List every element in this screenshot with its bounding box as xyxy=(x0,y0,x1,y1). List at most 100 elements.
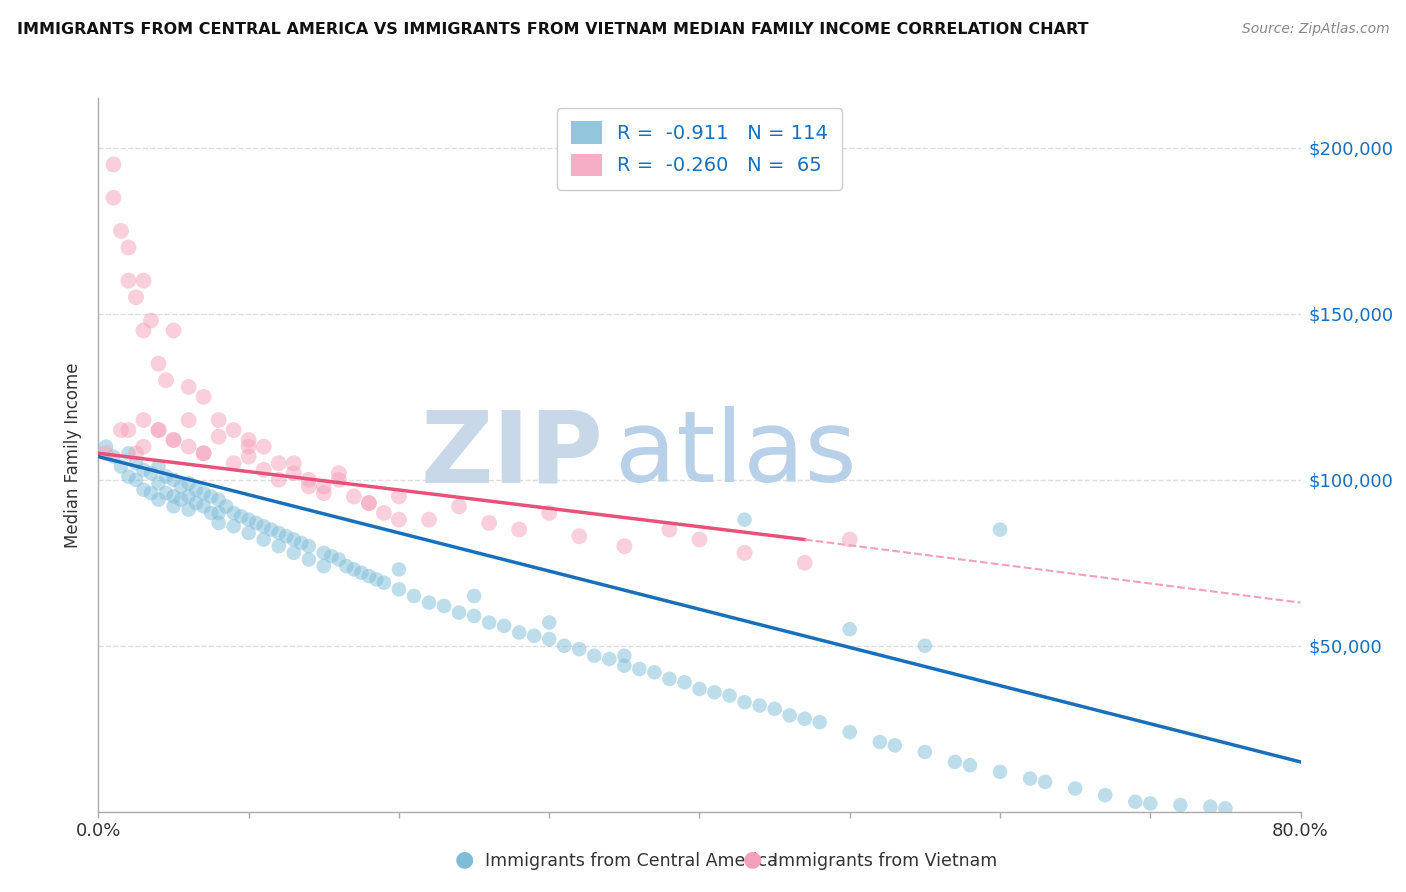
Point xyxy=(200,490,222,504)
Point xyxy=(222,506,245,520)
Y-axis label: Median Family Income: Median Family Income xyxy=(65,362,83,548)
Point xyxy=(148,476,170,491)
Point xyxy=(193,500,215,514)
Point xyxy=(357,569,380,583)
Point xyxy=(1215,801,1237,815)
Point xyxy=(148,423,170,437)
Point xyxy=(139,486,162,500)
Point xyxy=(734,513,756,527)
Point xyxy=(418,596,440,610)
Point xyxy=(298,479,321,493)
Point xyxy=(132,483,155,497)
Point xyxy=(366,573,388,587)
Point xyxy=(988,764,1011,779)
Text: Immigrants from Central America: Immigrants from Central America xyxy=(485,852,778,870)
Point xyxy=(267,473,290,487)
Point xyxy=(125,446,148,460)
Point xyxy=(177,476,200,491)
Point xyxy=(283,466,305,480)
Point xyxy=(125,290,148,304)
Point xyxy=(689,533,711,547)
Point xyxy=(598,652,620,666)
Point xyxy=(350,566,373,580)
Point xyxy=(267,456,290,470)
Point xyxy=(290,536,312,550)
Point xyxy=(373,506,395,520)
Point xyxy=(703,685,725,699)
Point xyxy=(321,549,343,563)
Point xyxy=(298,473,321,487)
Point xyxy=(222,423,245,437)
Point xyxy=(253,533,276,547)
Point xyxy=(658,672,681,686)
Point xyxy=(883,739,905,753)
Point xyxy=(148,459,170,474)
Point xyxy=(793,712,815,726)
Point xyxy=(1123,795,1146,809)
Point xyxy=(689,681,711,696)
Point xyxy=(110,459,132,474)
Point xyxy=(748,698,770,713)
Point xyxy=(132,274,155,288)
Point xyxy=(177,380,200,394)
Point xyxy=(184,496,207,510)
Point xyxy=(117,446,139,460)
Point xyxy=(523,629,546,643)
Point xyxy=(238,525,260,540)
Point xyxy=(328,473,350,487)
Point xyxy=(388,490,411,504)
Point xyxy=(494,619,516,633)
Point xyxy=(718,689,741,703)
Point xyxy=(103,191,125,205)
Legend: R =  -0.911   N = 114, R =  -0.260   N =  65: R = -0.911 N = 114, R = -0.260 N = 65 xyxy=(557,108,842,190)
Point xyxy=(298,552,321,566)
Point xyxy=(613,539,636,553)
Point xyxy=(988,523,1011,537)
Point xyxy=(132,323,155,337)
Point xyxy=(734,695,756,709)
Point xyxy=(162,490,184,504)
Point xyxy=(1170,798,1192,813)
Point xyxy=(328,552,350,566)
Point xyxy=(253,519,276,533)
Point xyxy=(117,274,139,288)
Point xyxy=(260,523,283,537)
Point xyxy=(238,450,260,464)
Point xyxy=(132,463,155,477)
Point xyxy=(193,446,215,460)
Point xyxy=(125,456,148,470)
Point xyxy=(1139,797,1161,811)
Point xyxy=(222,519,245,533)
Point xyxy=(162,433,184,447)
Point xyxy=(231,509,253,524)
Point xyxy=(208,492,231,507)
Point xyxy=(267,525,290,540)
Point xyxy=(463,608,485,623)
Point xyxy=(276,529,298,543)
Point xyxy=(238,513,260,527)
Point xyxy=(170,479,193,493)
Point xyxy=(148,357,170,371)
Point xyxy=(673,675,696,690)
Text: Source: ZipAtlas.com: Source: ZipAtlas.com xyxy=(1241,22,1389,37)
Point xyxy=(184,483,207,497)
Point xyxy=(838,533,860,547)
Point xyxy=(222,456,245,470)
Point xyxy=(628,662,651,676)
Point xyxy=(583,648,606,663)
Point xyxy=(253,440,276,454)
Point xyxy=(335,559,357,574)
Point xyxy=(312,546,335,560)
Point xyxy=(177,502,200,516)
Point xyxy=(343,562,366,576)
Point xyxy=(298,539,321,553)
Point xyxy=(132,413,155,427)
Point xyxy=(94,440,117,454)
Point xyxy=(253,463,276,477)
Point xyxy=(447,606,470,620)
Point xyxy=(208,430,231,444)
Point xyxy=(734,546,756,560)
Point xyxy=(208,506,231,520)
Point xyxy=(643,665,665,680)
Point xyxy=(267,539,290,553)
